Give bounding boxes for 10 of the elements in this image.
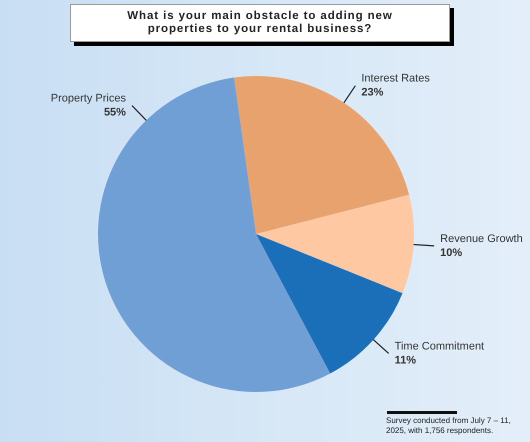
data-label: 23% [361, 86, 384, 99]
slice-label: Revenue Growth [440, 232, 523, 245]
slice-label: Time Commitment [394, 340, 484, 352]
slice-label: Interest Rates [361, 72, 430, 85]
chart-title: What is your main obstacle to adding new properties to your rental business? [126, 10, 394, 36]
data-label: 55% [104, 106, 126, 119]
slice-label: Property Prices [50, 92, 126, 105]
data-label: 11% [394, 354, 416, 366]
text: Survey conducted from July 7 – 11, 2025, with 1,756 respondents. [386, 416, 512, 436]
data-label: 10% [440, 246, 462, 259]
